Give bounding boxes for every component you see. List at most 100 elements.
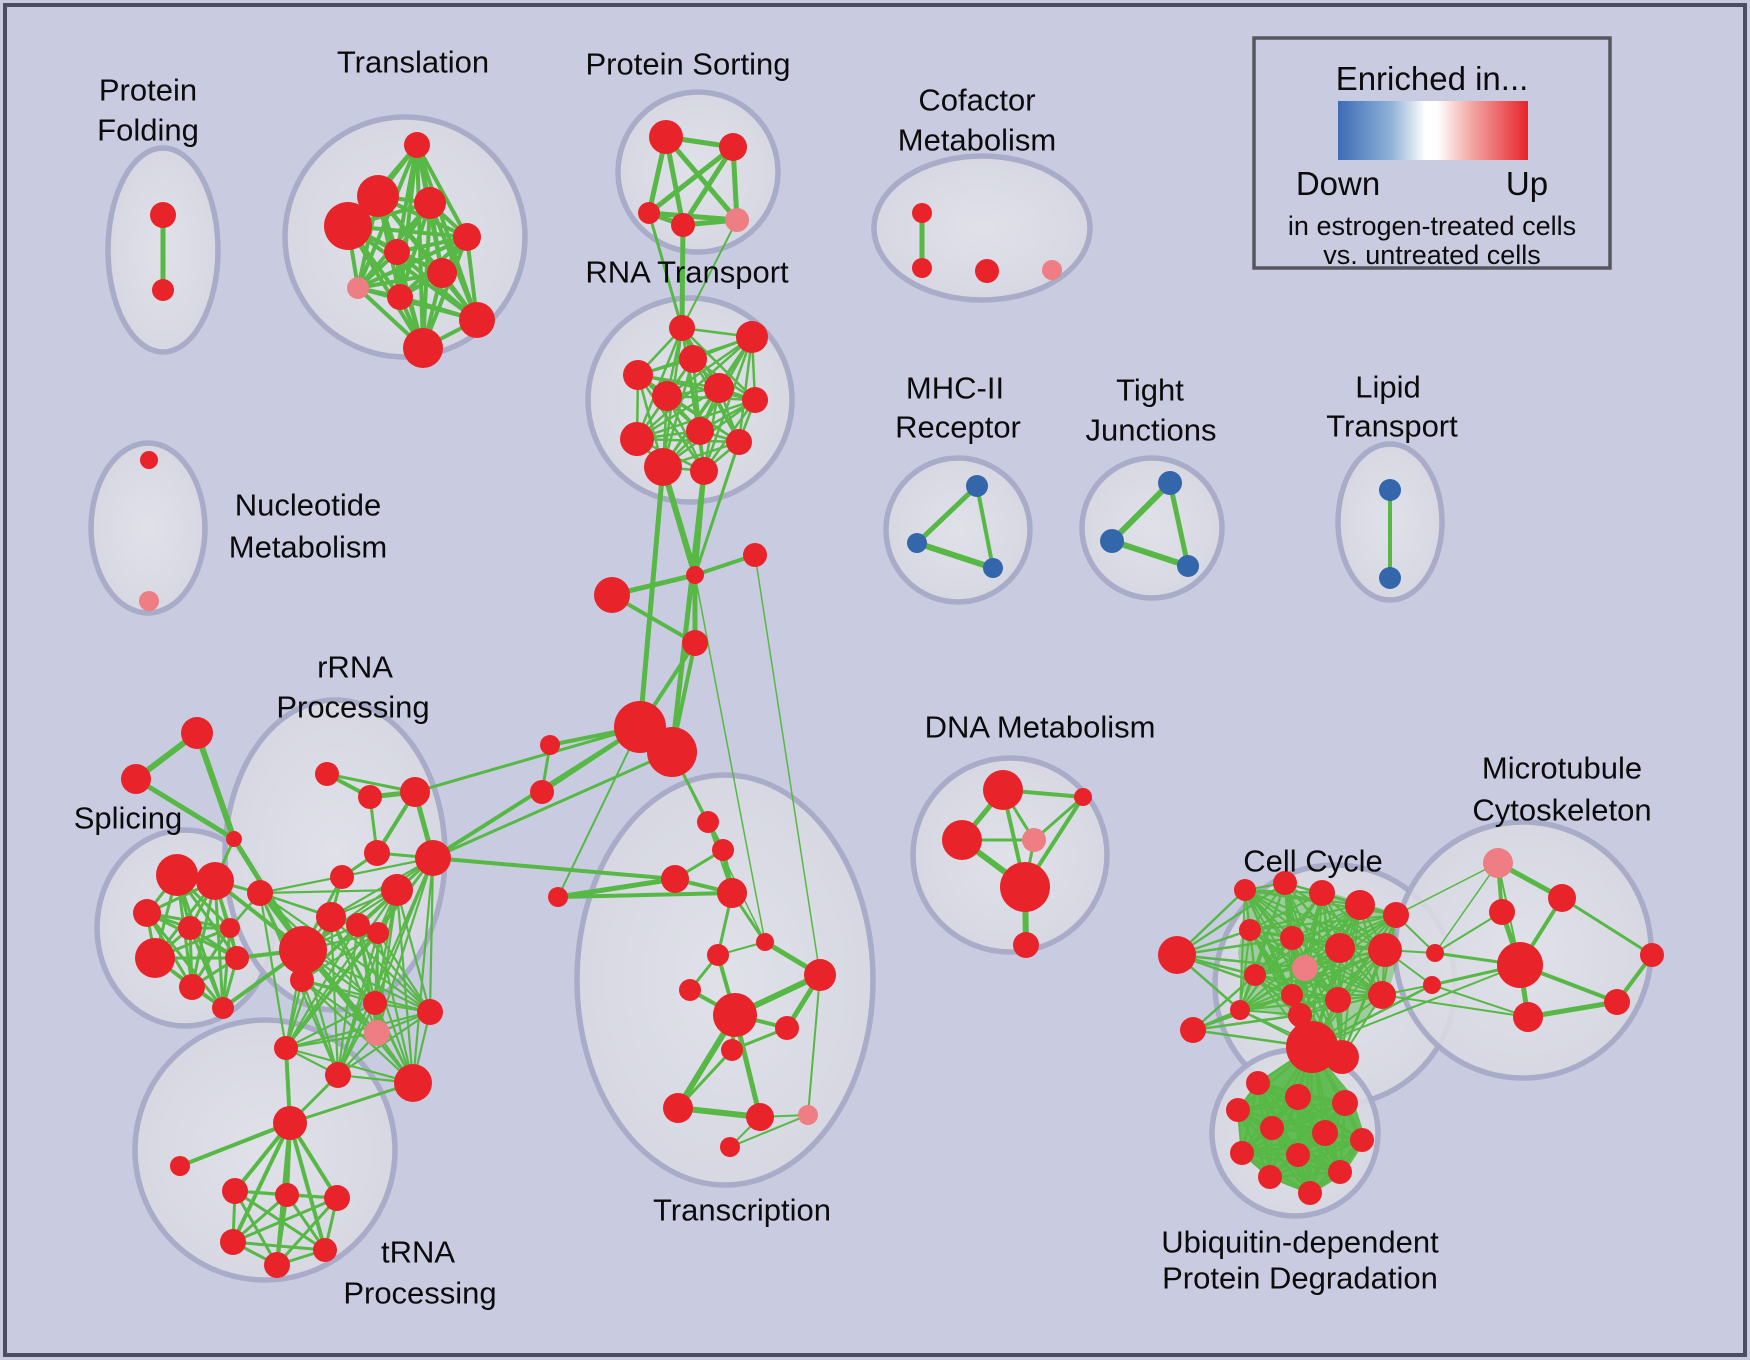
node-ub10[interactable] bbox=[1258, 1165, 1282, 1189]
node-tns[interactable] bbox=[170, 1156, 190, 1176]
node-t8[interactable] bbox=[347, 277, 369, 299]
node-rr2[interactable] bbox=[358, 785, 382, 809]
node-rt3[interactable] bbox=[679, 345, 707, 373]
node-tr8[interactable] bbox=[746, 1103, 774, 1131]
node-rt8[interactable] bbox=[686, 417, 714, 445]
node-trH[interactable] bbox=[713, 993, 757, 1037]
node-mc1[interactable] bbox=[1426, 944, 1444, 962]
node-dn5[interactable] bbox=[1000, 862, 1050, 912]
node-sat1[interactable] bbox=[540, 735, 560, 755]
node-sp9[interactable] bbox=[212, 997, 234, 1019]
node-t9[interactable] bbox=[387, 284, 413, 310]
node-ub8[interactable] bbox=[1230, 1141, 1254, 1165]
node-ub9[interactable] bbox=[1286, 1143, 1310, 1167]
node-t5[interactable] bbox=[453, 223, 481, 251]
node-t10[interactable] bbox=[459, 302, 495, 338]
node-sp7[interactable] bbox=[225, 946, 249, 970]
node-cc16[interactable] bbox=[1325, 1040, 1359, 1074]
node-rt12[interactable] bbox=[690, 457, 718, 485]
node-ub2[interactable] bbox=[1285, 1084, 1311, 1110]
node-rt2[interactable] bbox=[736, 321, 768, 353]
node-dn1[interactable] bbox=[983, 770, 1023, 810]
node-ub11[interactable] bbox=[1328, 1160, 1352, 1184]
node-mt1[interactable] bbox=[1483, 848, 1513, 878]
node-sp1[interactable] bbox=[156, 854, 198, 896]
node-cf4[interactable] bbox=[1042, 260, 1062, 280]
node-cc12[interactable] bbox=[1325, 987, 1351, 1013]
node-rt10[interactable] bbox=[726, 429, 752, 455]
node-rr15[interactable] bbox=[325, 1062, 351, 1088]
node-mt3[interactable] bbox=[1489, 899, 1515, 925]
node-cc9[interactable] bbox=[1368, 933, 1402, 967]
node-sp5[interactable] bbox=[135, 938, 175, 978]
node-rr13[interactable] bbox=[363, 991, 387, 1015]
node-t7[interactable] bbox=[427, 258, 457, 288]
node-mt7[interactable] bbox=[1640, 943, 1664, 967]
node-ch9[interactable] bbox=[712, 839, 734, 861]
node-hub2[interactable] bbox=[647, 727, 697, 777]
node-cc7[interactable] bbox=[1280, 926, 1304, 950]
node-tnH[interactable] bbox=[273, 1106, 307, 1140]
node-cc1[interactable] bbox=[1234, 879, 1256, 901]
node-rr3[interactable] bbox=[400, 777, 430, 807]
node-cf2[interactable] bbox=[912, 258, 932, 278]
node-tr9[interactable] bbox=[720, 1137, 740, 1157]
node-tn6[interactable] bbox=[313, 1238, 337, 1262]
node-tj2[interactable] bbox=[1100, 529, 1124, 553]
node-rt5[interactable] bbox=[652, 381, 682, 411]
node-ub6[interactable] bbox=[1312, 1120, 1338, 1146]
node-rr9[interactable] bbox=[316, 902, 346, 932]
node-cc15[interactable] bbox=[1288, 1003, 1312, 1027]
node-tj3[interactable] bbox=[1177, 555, 1199, 577]
node-tr6[interactable] bbox=[721, 1039, 743, 1061]
node-sp8[interactable] bbox=[179, 974, 205, 1000]
node-tr4[interactable] bbox=[804, 959, 836, 991]
node-pf2[interactable] bbox=[152, 279, 174, 301]
node-mh2[interactable] bbox=[907, 533, 927, 553]
node-dn2[interactable] bbox=[1074, 788, 1092, 806]
node-rt9[interactable] bbox=[620, 422, 654, 456]
node-ccH[interactable] bbox=[1286, 1021, 1338, 1073]
node-rr17[interactable] bbox=[274, 1036, 298, 1060]
node-rrP[interactable] bbox=[364, 1020, 390, 1046]
node-tr3[interactable] bbox=[679, 979, 701, 1001]
node-ub5[interactable] bbox=[1332, 1090, 1358, 1116]
node-ch4[interactable] bbox=[682, 630, 708, 656]
node-ccP[interactable] bbox=[1292, 955, 1318, 981]
node-mc2[interactable] bbox=[1423, 976, 1441, 994]
node-cc11[interactable] bbox=[1281, 984, 1303, 1006]
node-ub12[interactable] bbox=[1298, 1181, 1322, 1205]
node-t6[interactable] bbox=[384, 239, 410, 265]
node-rt11[interactable] bbox=[644, 448, 682, 486]
node-sx1[interactable] bbox=[181, 717, 213, 749]
node-rt1[interactable] bbox=[669, 315, 695, 341]
node-tn4[interactable] bbox=[220, 1229, 246, 1255]
node-t1[interactable] bbox=[404, 132, 430, 158]
node-ps1[interactable] bbox=[649, 120, 683, 154]
node-tr5[interactable] bbox=[775, 1016, 799, 1040]
node-pf1[interactable] bbox=[150, 202, 176, 228]
node-t2[interactable] bbox=[357, 175, 399, 217]
node-sx3[interactable] bbox=[226, 831, 242, 847]
node-lp2[interactable] bbox=[1379, 567, 1401, 589]
node-ub3[interactable] bbox=[1226, 1098, 1250, 1122]
node-rr7[interactable] bbox=[381, 874, 413, 906]
node-t11[interactable] bbox=[403, 328, 443, 368]
node-sp6[interactable] bbox=[220, 918, 240, 938]
node-ub1[interactable] bbox=[1246, 1071, 1270, 1095]
node-ub4[interactable] bbox=[1260, 1116, 1284, 1140]
node-ps4[interactable] bbox=[671, 213, 695, 237]
node-rr12[interactable] bbox=[290, 968, 314, 992]
node-cf1[interactable] bbox=[912, 203, 932, 223]
node-rr8[interactable] bbox=[247, 880, 273, 906]
node-rr5[interactable] bbox=[330, 865, 354, 889]
node-cc4[interactable] bbox=[1345, 890, 1375, 920]
node-trP[interactable] bbox=[798, 1105, 818, 1125]
node-sp2[interactable] bbox=[196, 862, 234, 900]
node-rr10[interactable] bbox=[346, 913, 370, 937]
node-cc6[interactable] bbox=[1239, 919, 1261, 941]
node-cc8[interactable] bbox=[1325, 933, 1355, 963]
node-mt6[interactable] bbox=[1604, 989, 1630, 1015]
node-rr6[interactable] bbox=[415, 840, 451, 876]
node-ch7[interactable] bbox=[717, 878, 747, 908]
